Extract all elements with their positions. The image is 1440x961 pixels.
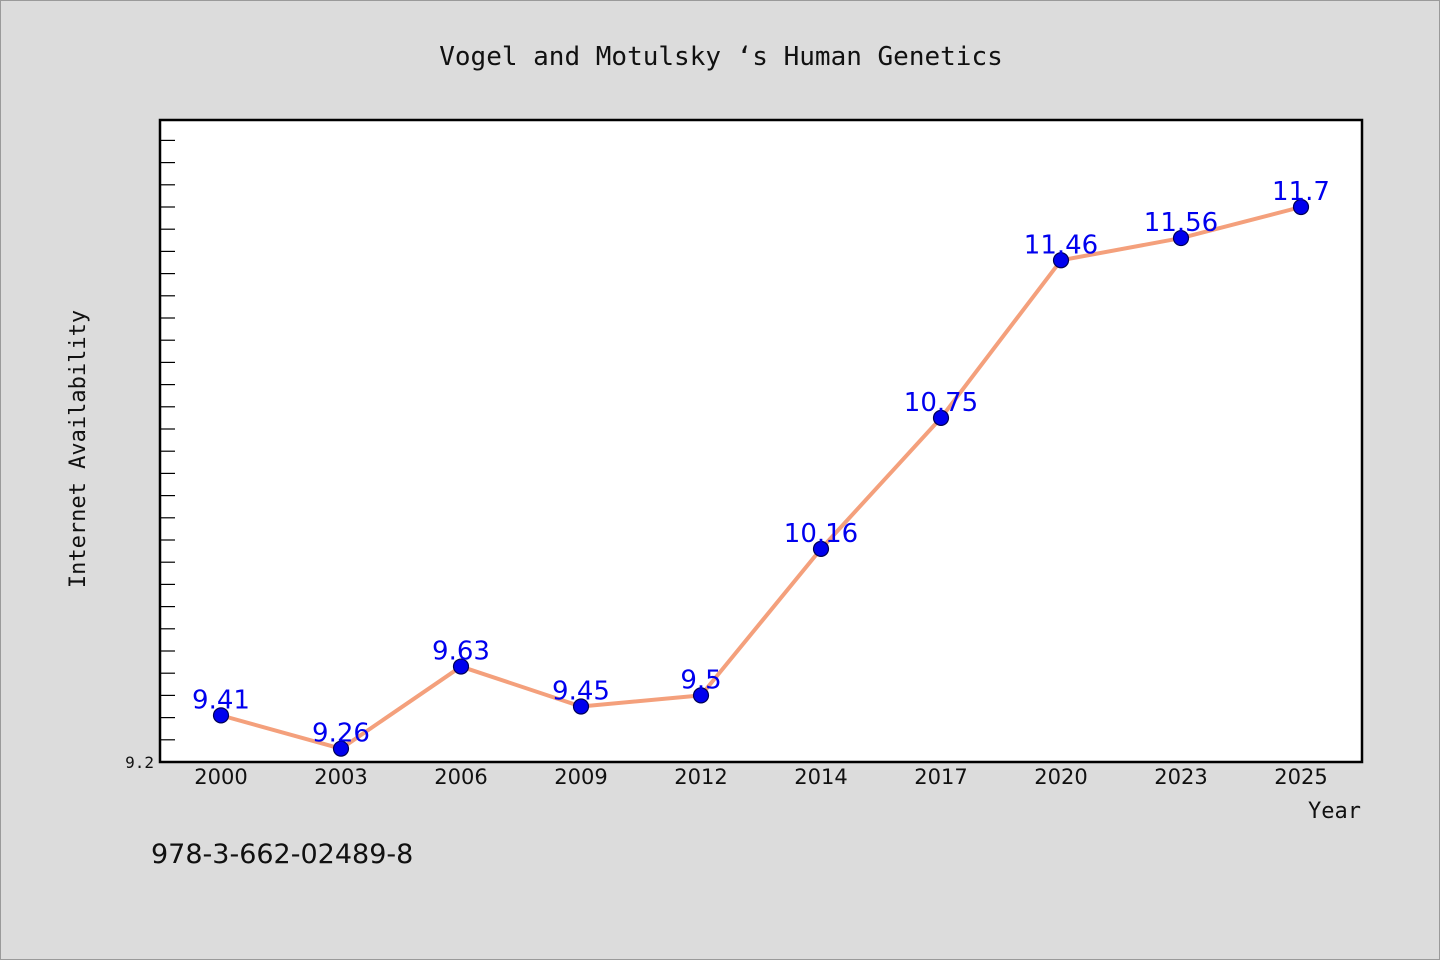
- y-axis-ticks: [160, 139, 175, 741]
- series-line: [220, 205, 1302, 751]
- y-tick-label: 9.2: [125, 753, 154, 772]
- data-label: 11.7: [1272, 177, 1330, 207]
- data-point: [1292, 198, 1310, 216]
- x-axis-label: Year: [1308, 799, 1361, 824]
- data-point: [1172, 229, 1190, 247]
- x-tick-label: 2025: [1274, 765, 1327, 789]
- data-point: [1052, 252, 1070, 269]
- data-label: 9.5: [680, 665, 721, 695]
- x-tick-label: 2023: [1154, 765, 1207, 789]
- data-label: 9.45: [552, 677, 610, 707]
- x-tick-label: 2012: [674, 765, 727, 789]
- x-tick-label: 2014: [794, 765, 847, 789]
- x-tick-label: 2003: [314, 765, 367, 789]
- x-tick-label: 2000: [194, 765, 247, 789]
- x-tick-label: 2006: [434, 765, 487, 789]
- x-tick-label: 2020: [1034, 765, 1087, 789]
- data-label: 10.16: [784, 519, 858, 549]
- x-axis-tick-labels: 2000 2003 2006 2009 2012 2014 2017 2020 2023 2025: [194, 765, 1327, 789]
- chart-title: Vogel and Motulsky ‘s Human Genetics: [439, 42, 1003, 72]
- data-point: [932, 409, 950, 426]
- isbn-text: 978-3-662-02489-8: [151, 839, 413, 870]
- y-axis-label: Internet Availability: [66, 310, 91, 588]
- data-label: 9.41: [192, 685, 250, 715]
- data-point: [812, 540, 830, 557]
- data-label: 9.26: [312, 719, 370, 749]
- data-labels: 9.41 9.26 9.63 9.45 9.5 10.16 10.75 11.46 11.56 1…: [192, 177, 1330, 749]
- series-markers: [212, 198, 1310, 757]
- data-point: [452, 658, 470, 675]
- x-tick-label: 2009: [554, 765, 607, 789]
- x-tick-label: 2017: [914, 765, 967, 789]
- data-label: 9.63: [432, 637, 490, 667]
- data-label: 11.56: [1144, 208, 1218, 238]
- data-label: 11.46: [1024, 230, 1098, 260]
- plot-area: [158, 118, 1364, 764]
- data-point: [332, 740, 350, 757]
- data-point: [692, 687, 710, 704]
- data-point: [212, 707, 230, 724]
- data-label: 10.75: [904, 388, 978, 418]
- data-point: [572, 698, 590, 715]
